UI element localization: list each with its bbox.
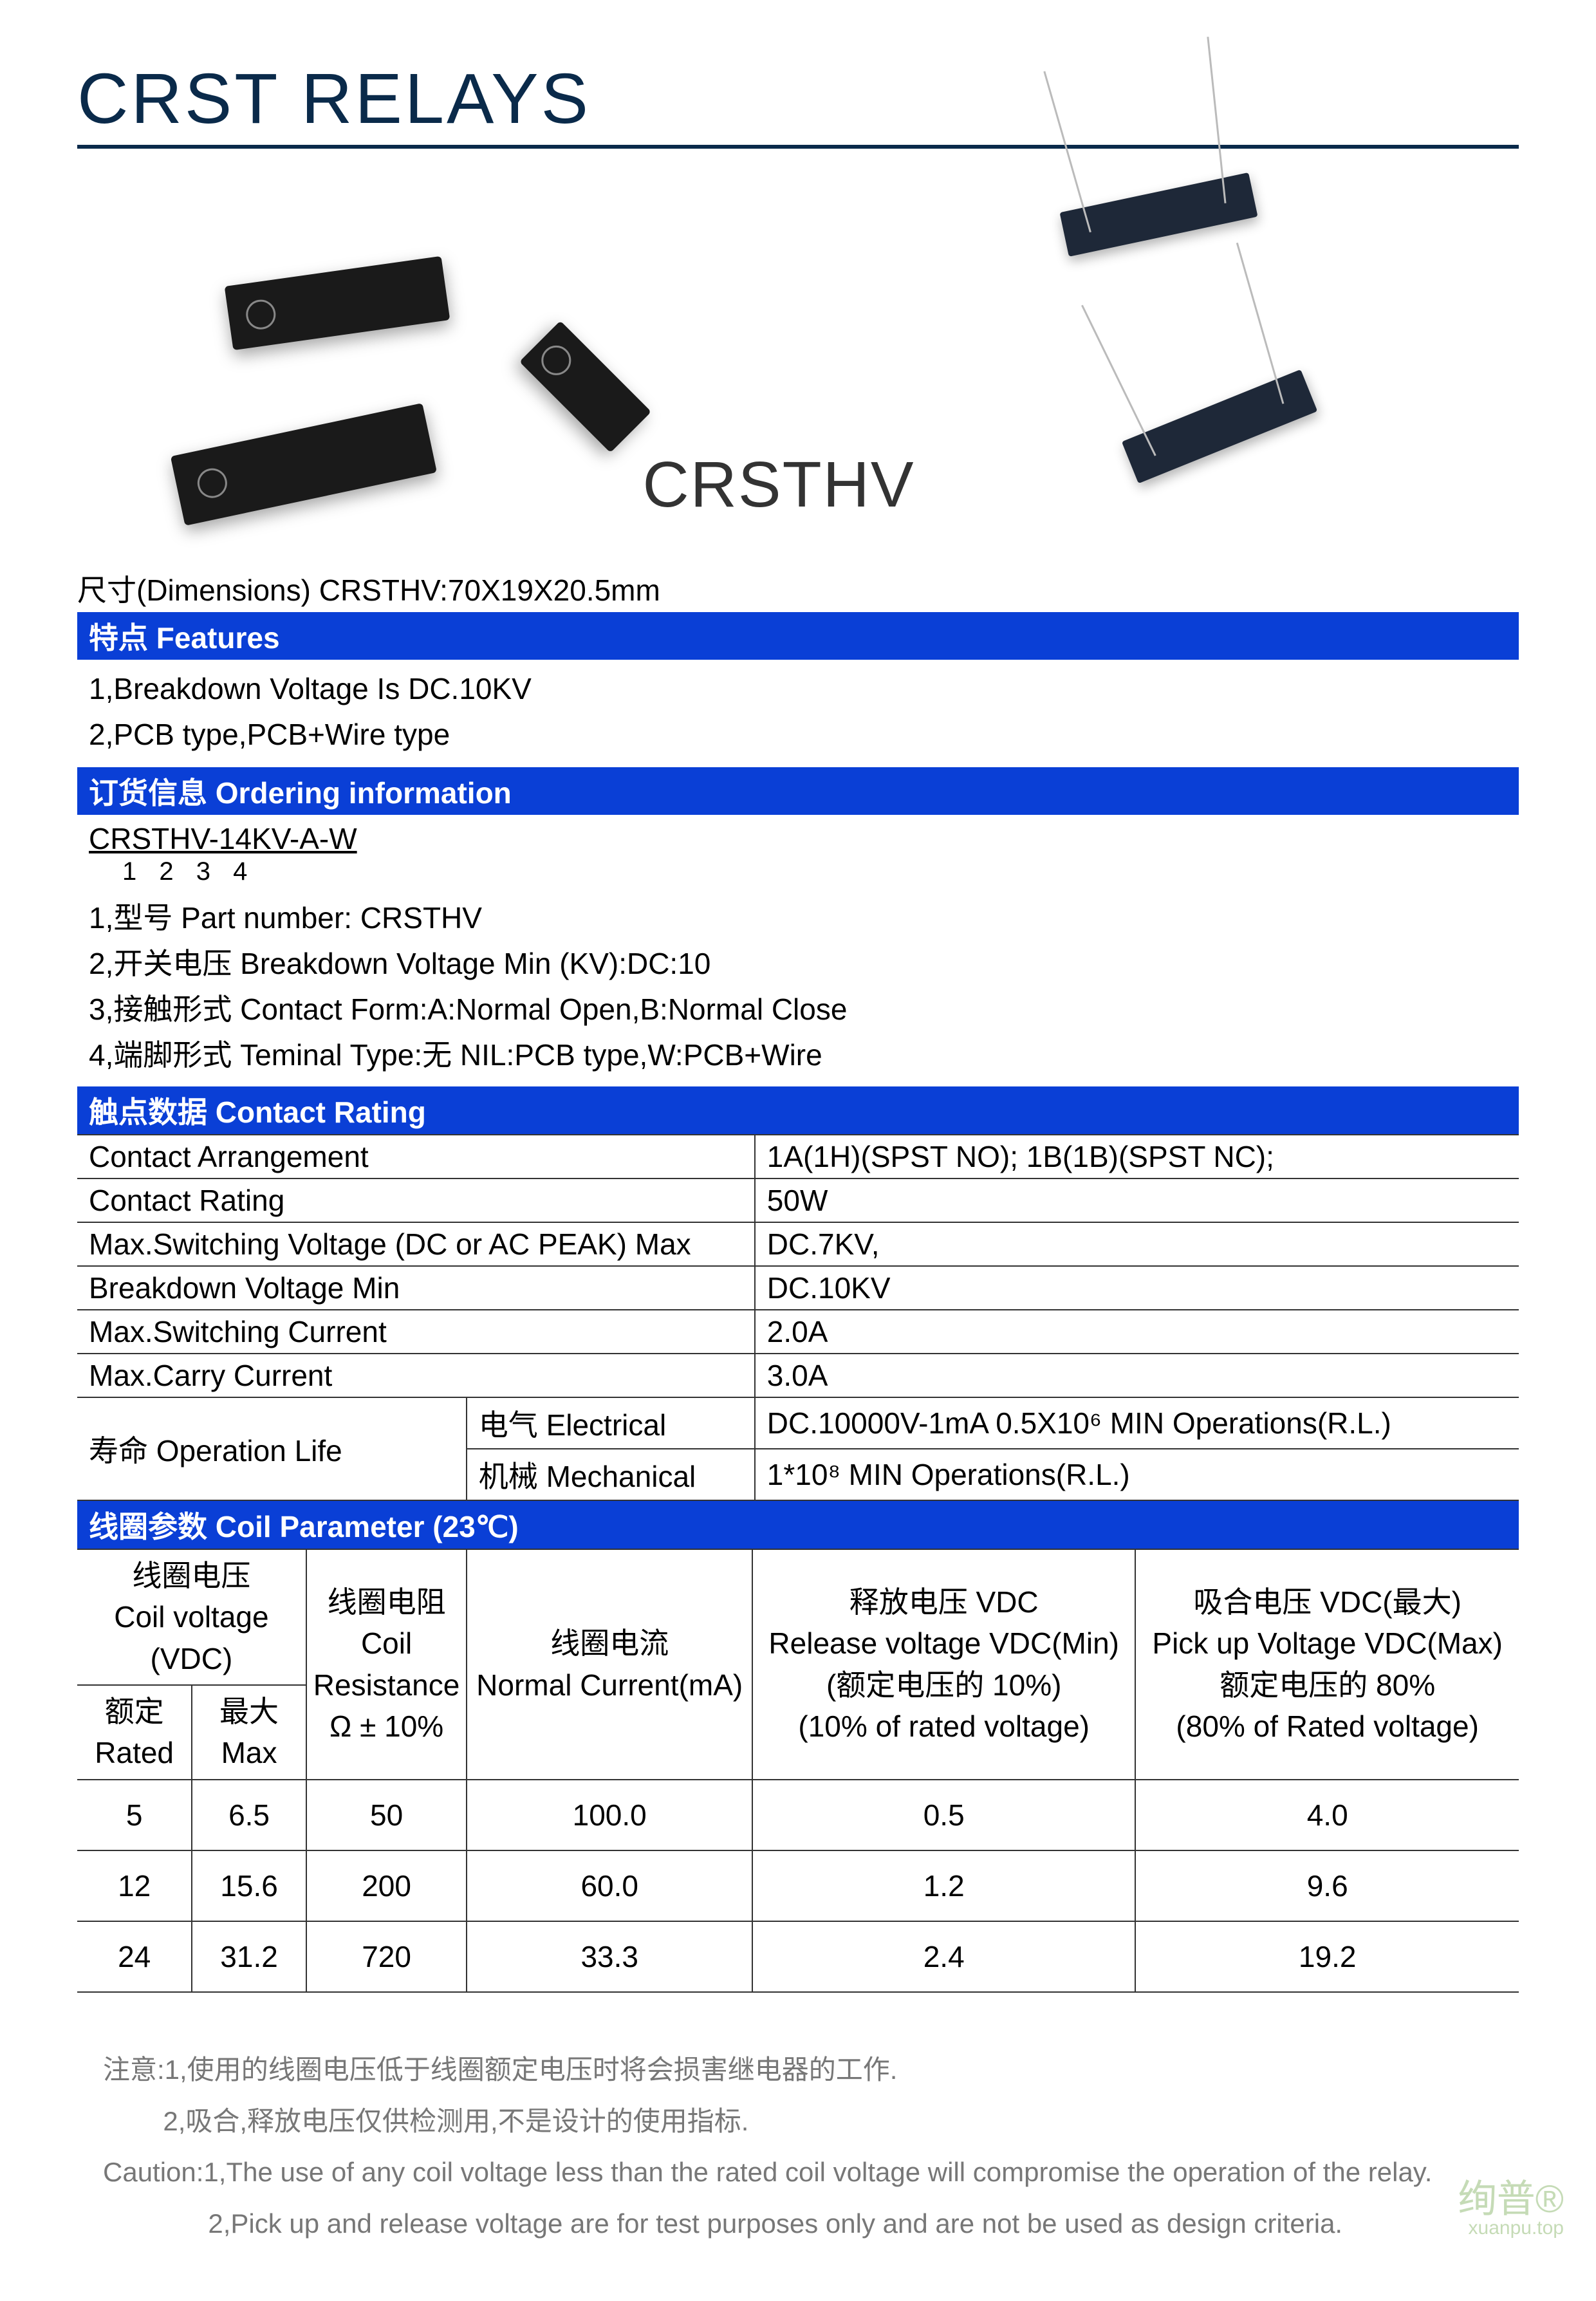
table-row: Max.Switching Voltage (DC or AC PEAK) Ma…	[77, 1222, 1519, 1266]
cr-label: Contact Arrangement	[77, 1135, 755, 1178]
hero-right	[934, 226, 1519, 522]
watermark: 绚普® xuanpu.top	[1458, 2180, 1564, 2238]
note-line: Caution:1,The use of any coil voltage le…	[103, 2147, 1506, 2198]
contact-rating-table: Contact Arrangement 1A(1H)(SPST NO); 1B(…	[77, 1134, 1519, 1501]
table-row: Breakdown Voltage Min DC.10KV	[77, 1266, 1519, 1310]
cr-value: 3.0A	[755, 1354, 1519, 1397]
watermark-sub: xuanpu.top	[1458, 2219, 1564, 2238]
section-ordering-header: 订货信息 Ordering information	[77, 767, 1519, 815]
cr-label: Max.Carry Current	[77, 1354, 755, 1397]
notes: 注意:1,使用的线圈电压低于线圈额定电压时将会损害继电器的工作. 2,吸合,释放…	[77, 1993, 1519, 2262]
cr-value: 1A(1H)(SPST NO); 1B(1B)(SPST NC);	[755, 1135, 1519, 1178]
cell: 50	[306, 1780, 467, 1850]
cr-life-mech-value: 1*10⁸ MIN Operations(R.L.)	[755, 1449, 1519, 1500]
dimensions-text: 尺寸(Dimensions) CRSTHV:70X19X20.5mm	[77, 567, 1519, 610]
hero-model-label: CRSTHV	[642, 448, 914, 522]
cr-life-elec-label: 电气 Electrical	[467, 1397, 755, 1449]
cell: 15.6	[192, 1850, 306, 1921]
watermark-main: 绚普®	[1458, 2177, 1564, 2221]
ordering-line: 2,开关电压 Breakdown Voltage Min (KV):DC:10	[89, 941, 1507, 987]
ordering-line: 4,端脚形式 Teminal Type:无 NIL:PCB type,W:PCB…	[89, 1032, 1507, 1078]
hero-images: CRSTHV	[77, 219, 1519, 528]
section-features-header: 特点 Features	[77, 612, 1519, 660]
features-body: 1,Breakdown Voltage Is DC.10KV 2,PCB typ…	[77, 660, 1519, 767]
cell: 2.4	[752, 1921, 1135, 1992]
relay-wire-icon	[1122, 369, 1317, 483]
feature-line: 1,Breakdown Voltage Is DC.10KV	[89, 666, 1507, 712]
relay-wire-icon	[1059, 172, 1257, 257]
table-row: 线圈电压 Coil voltage (VDC) 线圈电阻 Coil Resist…	[77, 1549, 1519, 1685]
coil-h-resistance: 线圈电阻 Coil Resistance Ω ± 10%	[306, 1549, 467, 1780]
coil-table: 线圈电压 Coil voltage (VDC) 线圈电阻 Coil Resist…	[77, 1549, 1519, 1993]
coil-h-current: 线圈电流 Normal Current(mA)	[467, 1549, 752, 1780]
relay-pcb-icon	[171, 403, 437, 526]
cell: 12	[77, 1850, 192, 1921]
table-row: 寿命 Operation Life 电气 Electrical DC.10000…	[77, 1397, 1519, 1449]
cr-label: Breakdown Voltage Min	[77, 1266, 755, 1310]
cell: 720	[306, 1921, 467, 1992]
section-contact-header: 触点数据 Contact Rating	[77, 1086, 1519, 1134]
cell: 19.2	[1135, 1921, 1519, 1992]
ordering-lines: 1,型号 Part number: CRSTHV 2,开关电压 Breakdow…	[77, 893, 1519, 1086]
ordering-nums: 1 2 3 4	[77, 857, 1519, 893]
cell: 31.2	[192, 1921, 306, 1992]
table-row: 24 31.2 720 33.3 2.4 19.2	[77, 1921, 1519, 1992]
table-row: 5 6.5 50 100.0 0.5 4.0	[77, 1780, 1519, 1850]
cr-label: Contact Rating	[77, 1178, 755, 1222]
hero-left	[77, 245, 662, 503]
ordering-line: 3,接触形式 Contact Form:A:Normal Open,B:Norm…	[89, 987, 1507, 1032]
table-row: Max.Switching Current 2.0A	[77, 1310, 1519, 1354]
cr-value: DC.7KV,	[755, 1222, 1519, 1266]
coil-h-pickup: 吸合电压 VDC(最大) Pick up Voltage VDC(Max) 额定…	[1135, 1549, 1519, 1780]
coil-h-release: 释放电压 VDC Release voltage VDC(Min) (额定电压的…	[752, 1549, 1135, 1780]
cell: 6.5	[192, 1780, 306, 1850]
cr-label: Max.Switching Current	[77, 1310, 755, 1354]
table-row: Max.Carry Current 3.0A	[77, 1354, 1519, 1397]
cell: 1.2	[752, 1850, 1135, 1921]
cell: 200	[306, 1850, 467, 1921]
note-line: 2,吸合,释放电压仅供检测用,不是设计的使用指标.	[103, 2096, 1506, 2147]
cell: 60.0	[467, 1850, 752, 1921]
cell: 5	[77, 1780, 192, 1850]
note-line: 2,Pick up and release voltage are for te…	[103, 2198, 1506, 2250]
cr-life-mech-label: 机械 Mechanical	[467, 1449, 755, 1500]
cr-value: 2.0A	[755, 1310, 1519, 1354]
cr-value: DC.10KV	[755, 1266, 1519, 1310]
table-row: 12 15.6 200 60.0 1.2 9.6	[77, 1850, 1519, 1921]
table-row: Contact Rating 50W	[77, 1178, 1519, 1222]
coil-h-voltage: 线圈电压 Coil voltage (VDC)	[77, 1549, 306, 1685]
cell: 0.5	[752, 1780, 1135, 1850]
relay-pcb-icon	[225, 256, 450, 350]
cell: 24	[77, 1921, 192, 1992]
feature-line: 2,PCB type,PCB+Wire type	[89, 712, 1507, 758]
cell: 33.3	[467, 1921, 752, 1992]
cell: 4.0	[1135, 1780, 1519, 1850]
coil-h-max: 最大Max	[192, 1685, 306, 1780]
ordering-code: CRSTHV-14KV-A-W	[77, 815, 1519, 857]
relay-pcb-icon	[519, 321, 651, 452]
cell: 100.0	[467, 1780, 752, 1850]
cr-life-label: 寿命 Operation Life	[77, 1397, 467, 1500]
cell: 9.6	[1135, 1850, 1519, 1921]
cr-value: 50W	[755, 1178, 1519, 1222]
brand-title: CRST RELAYS	[77, 58, 1519, 149]
cr-life-elec-value: DC.10000V-1mA 0.5X10⁶ MIN Operations(R.L…	[755, 1397, 1519, 1449]
coil-h-rated: 额定Rated	[77, 1685, 192, 1780]
section-coil-header: 线圈参数 Coil Parameter (23℃)	[77, 1501, 1519, 1549]
note-line: 注意:1,使用的线圈电压低于线圈额定电压时将会损害继电器的工作.	[103, 2044, 1506, 2096]
table-row: Contact Arrangement 1A(1H)(SPST NO); 1B(…	[77, 1135, 1519, 1178]
ordering-line: 1,型号 Part number: CRSTHV	[89, 895, 1507, 941]
cr-label: Max.Switching Voltage (DC or AC PEAK) Ma…	[77, 1222, 755, 1266]
